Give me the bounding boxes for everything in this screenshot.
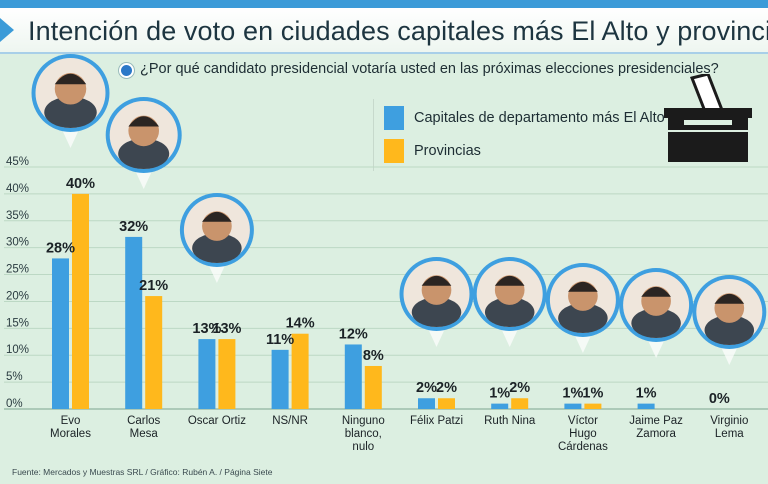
bar — [638, 404, 655, 409]
y-tick-label: 20% — [6, 290, 29, 302]
y-tick-label: 15% — [6, 317, 29, 329]
candidate-photo — [546, 263, 620, 353]
bar — [345, 344, 362, 409]
bar — [438, 398, 455, 409]
data-label: 40% — [66, 176, 95, 192]
candidate-photo — [400, 257, 474, 347]
bar — [52, 258, 69, 409]
y-tick-label: 40% — [6, 183, 29, 195]
bar — [418, 398, 435, 409]
candidate-photo — [619, 268, 693, 358]
category-label: Morales — [50, 428, 91, 440]
data-label: 11% — [266, 332, 294, 348]
data-label: 32% — [119, 219, 148, 235]
bar — [564, 404, 581, 409]
bar — [511, 398, 528, 409]
data-label: 12% — [339, 326, 368, 342]
data-label: 1% — [636, 386, 657, 402]
y-tick-label: 10% — [6, 344, 29, 356]
data-label: 2% — [436, 380, 457, 396]
y-tick-label: 5% — [6, 371, 23, 383]
category-label: Zamora — [636, 428, 676, 440]
bar — [491, 404, 508, 409]
candidate-photo — [692, 275, 766, 365]
y-tick-label: 35% — [6, 210, 29, 222]
y-tick-label: 0% — [6, 398, 23, 410]
data-label: 28% — [46, 240, 75, 256]
category-label: Félix Patzi — [410, 415, 463, 427]
data-label: 2% — [416, 380, 437, 396]
bar — [365, 366, 382, 409]
candidate-photo — [32, 54, 110, 148]
data-label: 0% — [709, 391, 730, 407]
data-label: 21% — [139, 278, 168, 294]
candidate-photo — [180, 193, 254, 283]
bar — [125, 237, 142, 409]
bar — [198, 339, 215, 409]
category-label: Virginio — [710, 415, 748, 427]
bar — [145, 296, 162, 409]
y-tick-label: 25% — [6, 264, 29, 276]
category-label: Ninguno — [342, 415, 385, 427]
bar — [72, 194, 89, 409]
category-label: Carlos — [127, 415, 160, 427]
category-label: NS/NR — [272, 415, 308, 427]
category-label: Cárdenas — [558, 441, 608, 453]
y-tick-label: 45% — [6, 156, 29, 168]
data-label: 8% — [363, 348, 384, 364]
bar-chart: 0% 5% 10% 15% 20% 25% 30% 35% 40% 45% 28% 40% EvoMo… — [0, 0, 768, 484]
data-label: 1% — [582, 386, 603, 402]
category-label: Evo — [61, 415, 81, 427]
data-label: 13% — [212, 321, 241, 337]
category-label: Mesa — [130, 428, 159, 440]
data-label: 1% — [562, 386, 583, 402]
category-label: Lema — [715, 428, 744, 440]
bar — [218, 339, 235, 409]
candidate-photo — [106, 97, 182, 189]
data-label: 2% — [509, 380, 530, 396]
data-label: 1% — [489, 386, 510, 402]
candidate-photo — [473, 257, 547, 347]
category-label: blanco, — [345, 428, 382, 440]
y-tick-label: 30% — [6, 237, 29, 249]
bar — [272, 350, 289, 409]
category-label: Hugo — [569, 428, 597, 440]
category-label: nulo — [352, 441, 374, 453]
bar — [584, 404, 601, 409]
category-label: Ruth Nina — [484, 415, 536, 427]
data-label: 14% — [286, 316, 315, 332]
source-note: Fuente: Mercados y Muestras SRL / Gráfic… — [12, 467, 272, 477]
category-label: Víctor — [568, 415, 598, 427]
category-label: Jaime Paz — [629, 415, 683, 427]
category-label: Oscar Ortiz — [188, 415, 246, 427]
